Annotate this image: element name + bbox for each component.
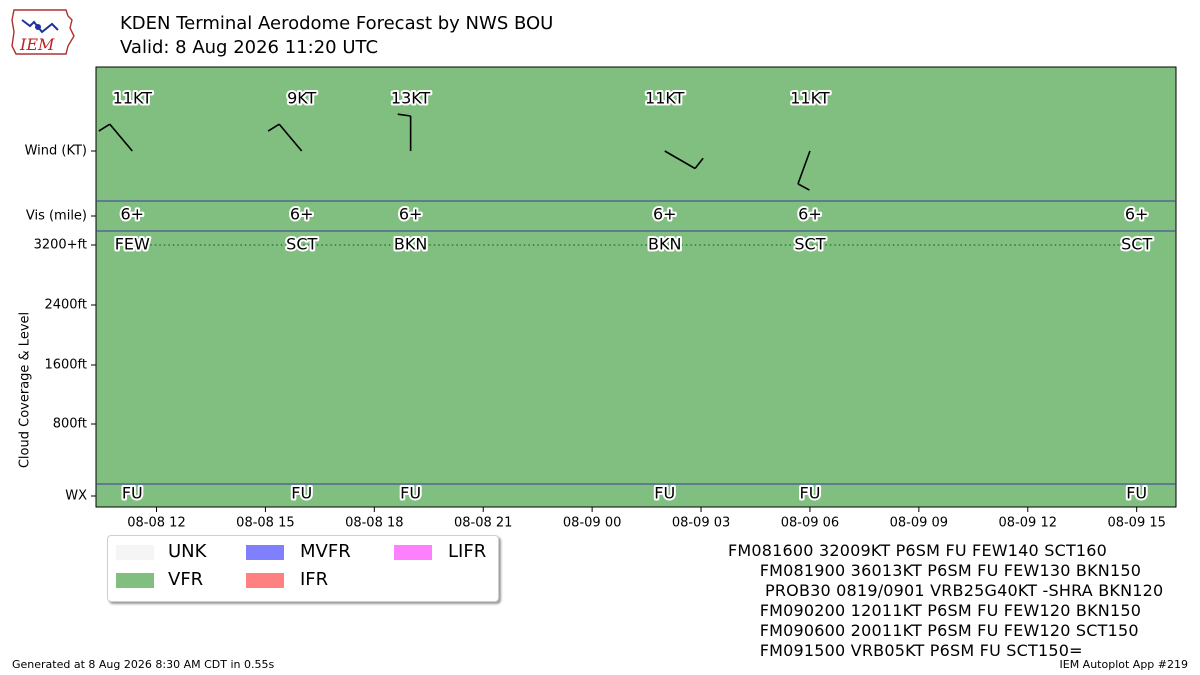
weather-label: FU bbox=[400, 484, 421, 503]
cloud-coverage-label: SCT bbox=[1121, 235, 1152, 254]
wind-speed-label: 9KT bbox=[287, 89, 316, 108]
legend-swatch-ifr bbox=[246, 573, 284, 588]
y-tick-label: 1600ft bbox=[44, 358, 87, 373]
legend-label-unk: UNK bbox=[168, 541, 207, 562]
x-tick-label: 08-09 06 bbox=[781, 516, 839, 531]
legend: UNK VFR MVFR IFR LIFR bbox=[107, 535, 499, 602]
x-tick-label: 08-09 03 bbox=[672, 516, 730, 531]
wind-barb-flag bbox=[267, 123, 280, 132]
cloud-coverage-label: BKN bbox=[394, 235, 427, 254]
taf-line: FM090200 12011KT P6SM FU FEW120 BKN150 bbox=[728, 601, 1142, 620]
x-tick-label: 08-08 12 bbox=[127, 516, 185, 531]
cloud-coverage-label: SCT bbox=[286, 235, 317, 254]
wind-speed-label: 13KT bbox=[391, 89, 431, 108]
visibility-label: 6+ bbox=[121, 205, 145, 224]
x-tick-label: 08-09 09 bbox=[890, 516, 948, 531]
legend-swatch-unk bbox=[116, 545, 154, 560]
taf-line: FM081600 32009KT P6SM FU FEW140 SCT160 bbox=[728, 541, 1108, 560]
x-tick-label: 08-09 12 bbox=[999, 516, 1057, 531]
wind-barb-flag bbox=[694, 157, 704, 169]
flight-category-background bbox=[95, 66, 1177, 508]
wind-barb-flag bbox=[397, 113, 411, 117]
chart-subtitle: Valid: 8 Aug 2026 11:20 UTC bbox=[120, 37, 379, 58]
legend-swatch-lifr bbox=[394, 545, 432, 560]
y-tick-label: 800ft bbox=[53, 417, 87, 432]
taf-line: FM090600 20011KT P6SM FU FEW120 SCT150 bbox=[728, 621, 1139, 640]
wind-speed-label: 11KT bbox=[645, 89, 685, 108]
weather-label: FU bbox=[291, 484, 312, 503]
legend-swatch-mvfr bbox=[246, 545, 284, 560]
y-tick-label: Wind (KT) bbox=[25, 144, 87, 159]
wind-barb-staff bbox=[109, 123, 133, 152]
wind-speed-label: 11KT bbox=[113, 89, 153, 108]
cloud-coverage-label: FEW bbox=[115, 235, 150, 254]
taf-line: PROB30 0819/0901 VRB25G40KT -SHRA BKN120 bbox=[728, 581, 1164, 600]
visibility-label: 6+ bbox=[399, 205, 423, 224]
wind-barb-staff bbox=[797, 150, 811, 185]
x-tick-label: 08-09 15 bbox=[1107, 516, 1165, 531]
weather-label: FU bbox=[799, 484, 820, 503]
wind-speed-label: 11KT bbox=[790, 89, 830, 108]
legend-label-ifr: IFR bbox=[300, 569, 329, 590]
y-tick-label: 2400ft bbox=[44, 298, 87, 313]
app-footer: IEM Autoplot App #219 bbox=[1059, 658, 1189, 671]
legend-label-vfr: VFR bbox=[168, 569, 204, 590]
weather-label: FU bbox=[1126, 484, 1147, 503]
y-tick-label: WX bbox=[65, 489, 87, 504]
iem-logo: IEM bbox=[8, 6, 76, 58]
wind-barb-flag bbox=[98, 123, 111, 132]
chart-title: KDEN Terminal Aerodome Forecast by NWS B… bbox=[120, 13, 554, 34]
logo-text: IEM bbox=[19, 35, 55, 54]
weather-label: FU bbox=[122, 484, 143, 503]
legend-label-lifr: LIFR bbox=[448, 541, 487, 562]
visibility-label: 6+ bbox=[653, 205, 677, 224]
generated-footer: Generated at 8 Aug 2026 8:30 AM CDT in 0… bbox=[12, 658, 275, 671]
x-tick-label: 08-08 15 bbox=[236, 516, 294, 531]
legend-label-mvfr: MVFR bbox=[300, 541, 351, 562]
legend-swatch-vfr bbox=[116, 573, 154, 588]
x-tick-label: 08-08 21 bbox=[454, 516, 512, 531]
y-tick-label: 3200+ft bbox=[34, 238, 87, 253]
weather-label: FU bbox=[654, 484, 675, 503]
y-tick-label: Vis (mile) bbox=[26, 209, 87, 224]
cloud-coverage-label: SCT bbox=[794, 235, 825, 254]
x-tick-label: 08-09 00 bbox=[563, 516, 621, 531]
x-tick-label: 08-08 18 bbox=[345, 516, 403, 531]
taf-line: FM091500 VRB05KT P6SM FU SCT150= bbox=[728, 641, 1083, 660]
visibility-label: 6+ bbox=[1125, 205, 1149, 224]
cloud-coverage-label: BKN bbox=[648, 235, 681, 254]
wind-barb-flag bbox=[797, 183, 810, 191]
y-axis-label: Cloud Coverage & Level bbox=[18, 312, 33, 468]
taf-line: FM081900 36013KT P6SM FU FEW130 BKN150 bbox=[728, 561, 1142, 580]
visibility-label: 6+ bbox=[798, 205, 822, 224]
wind-barb-staff bbox=[278, 123, 303, 152]
visibility-label: 6+ bbox=[290, 205, 314, 224]
wind-barb-staff bbox=[664, 150, 696, 170]
